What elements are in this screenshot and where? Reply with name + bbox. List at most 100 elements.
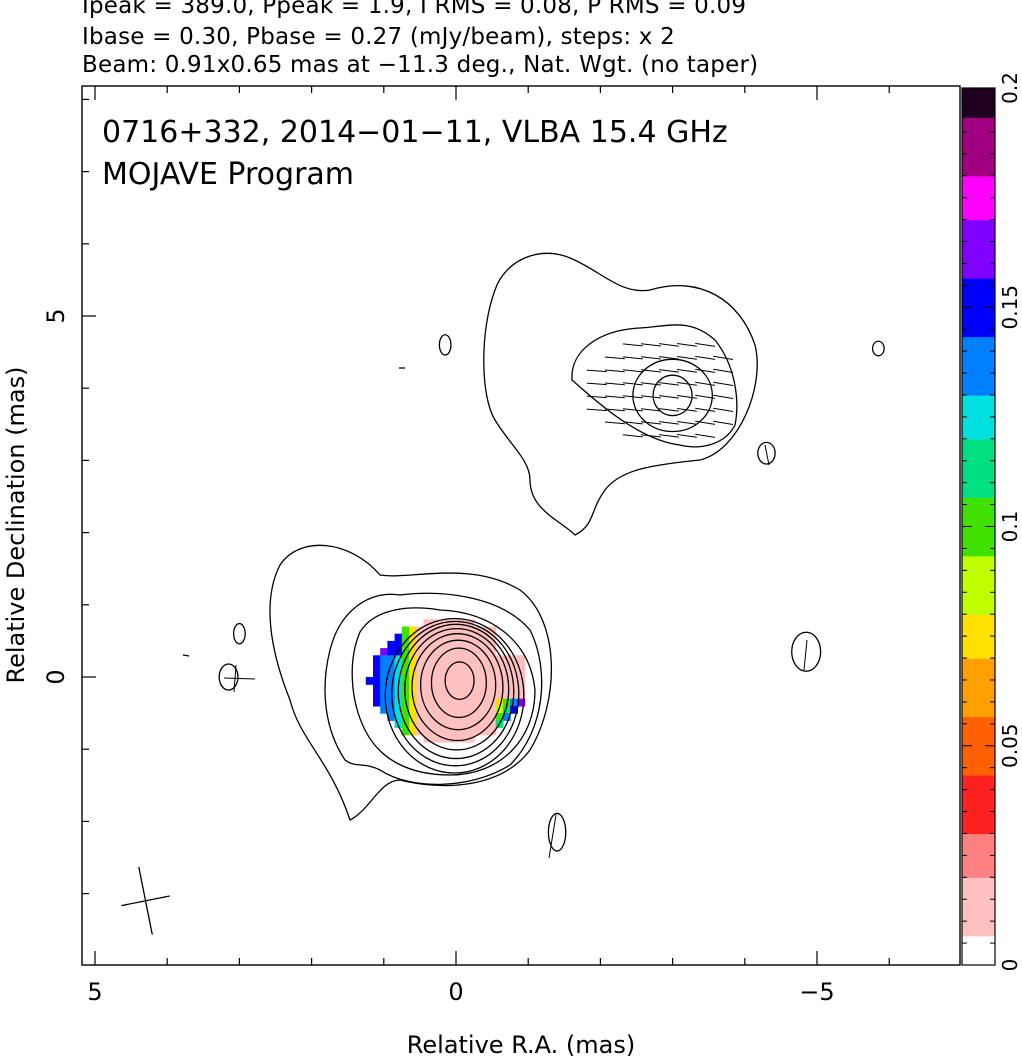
pol-pixel — [423, 684, 432, 692]
y-axis-label: Relative Declination (mas) — [2, 366, 30, 683]
evpa-tick — [640, 356, 661, 360]
pol-pixel — [445, 669, 453, 678]
pol-pixel — [373, 684, 381, 692]
pol-pixel — [452, 698, 461, 707]
pol-pixel — [459, 669, 468, 678]
colorbar-tick-label: 0.1 — [998, 511, 1022, 543]
evpa-tick — [604, 356, 625, 360]
pol-pixel — [510, 698, 518, 707]
colorbar-segment — [962, 906, 995, 922]
evpa-tick — [695, 355, 716, 360]
pol-pixel — [452, 720, 461, 729]
evpa-tick — [677, 434, 697, 438]
pol-pixel — [495, 713, 504, 721]
x-axis-label: Relative R.A. (mas) — [407, 1031, 635, 1059]
pol-pixel — [510, 705, 518, 714]
pol-pixel — [437, 655, 446, 664]
pol-pixel — [430, 705, 439, 714]
pol-pixel — [510, 655, 518, 664]
evpa-tick — [695, 394, 716, 399]
pol-pixel — [445, 720, 453, 729]
pol-pixel — [423, 640, 432, 649]
colorbar-segment — [962, 774, 995, 791]
colorbar-segment — [962, 102, 995, 118]
pol-pixel — [437, 662, 446, 671]
pol-pixel — [481, 720, 490, 729]
pol-pixel — [423, 619, 432, 627]
pol-pixel — [474, 720, 482, 729]
pol-pixel — [437, 691, 446, 700]
pol-pixel — [373, 655, 381, 664]
pol-pixel — [394, 640, 403, 649]
pol-pixel — [466, 633, 475, 642]
pol-pixel — [373, 677, 381, 685]
colorbar-segment — [962, 424, 995, 440]
colorbar-segment — [962, 263, 995, 279]
pol-pixel — [373, 698, 381, 707]
core-contour-3 — [419, 639, 497, 731]
pol-pixel — [423, 713, 432, 721]
pol-pixel — [488, 720, 497, 729]
pol-pixel — [416, 648, 425, 656]
pol-pixel — [488, 633, 497, 642]
pol-pixel — [488, 684, 497, 692]
pol-pixel — [445, 648, 453, 656]
noise-contour-1 — [218, 663, 239, 691]
pol-pixel — [474, 705, 482, 714]
colorbar-segment — [962, 497, 995, 513]
pol-pixel — [394, 662, 403, 671]
evpa-tick — [233, 664, 237, 693]
pol-pixel — [416, 633, 425, 642]
pol-pixel — [437, 698, 446, 707]
pol-pixel — [474, 691, 482, 700]
evpa-tick — [695, 381, 716, 386]
pol-pixel — [474, 648, 482, 656]
pol-pixel — [430, 626, 439, 635]
pol-pixel — [474, 655, 482, 664]
pol-pixel — [423, 691, 432, 700]
colorbar-segment — [962, 131, 995, 148]
evpa-tick — [640, 434, 661, 438]
pol-pixel — [488, 669, 497, 678]
pol-pixel — [466, 677, 475, 685]
pol-pixel — [510, 677, 518, 685]
colorbar-segment — [962, 307, 995, 323]
pol-pixel — [387, 655, 396, 664]
pol-pixel — [474, 633, 482, 642]
pol-pixel — [423, 633, 432, 642]
noise-contour-6 — [871, 340, 885, 357]
pol-pixel — [387, 662, 396, 671]
evpa-tick — [713, 355, 734, 360]
pol-pixel — [416, 705, 425, 714]
evpa-tick — [764, 444, 770, 466]
pol-pixel — [517, 691, 526, 700]
colorbar-segment — [962, 599, 995, 615]
pol-pixel — [495, 691, 504, 700]
evpa-tick — [640, 408, 661, 412]
pol-pixel — [445, 698, 453, 707]
core-contour-5 — [404, 627, 510, 751]
pol-pixel — [459, 633, 468, 642]
pol-pixel — [394, 669, 403, 678]
pol-pixel — [502, 684, 511, 692]
colorbar-tick-label: 0 — [998, 959, 1022, 972]
pol-pixel — [488, 713, 497, 721]
pol-pixel — [466, 698, 475, 707]
noise-contour-tiny-2 — [182, 654, 190, 657]
colorbar-segment — [962, 380, 995, 396]
pol-pixel — [474, 640, 482, 649]
pol-pixel — [409, 626, 417, 635]
pol-pixel — [495, 684, 504, 692]
evpa-tick — [695, 368, 716, 373]
pol-pixel — [510, 669, 518, 678]
evpa-tick — [677, 369, 697, 373]
pol-pixel — [466, 713, 475, 721]
pol-pixel — [437, 684, 446, 692]
pol-pixel — [387, 648, 396, 656]
colorbar-segment — [962, 716, 995, 732]
pol-pixel — [488, 655, 497, 664]
pol-pixel — [481, 684, 490, 692]
pol-pixel — [401, 648, 410, 656]
pol-pixel — [430, 648, 439, 656]
pol-pixel — [445, 691, 453, 700]
